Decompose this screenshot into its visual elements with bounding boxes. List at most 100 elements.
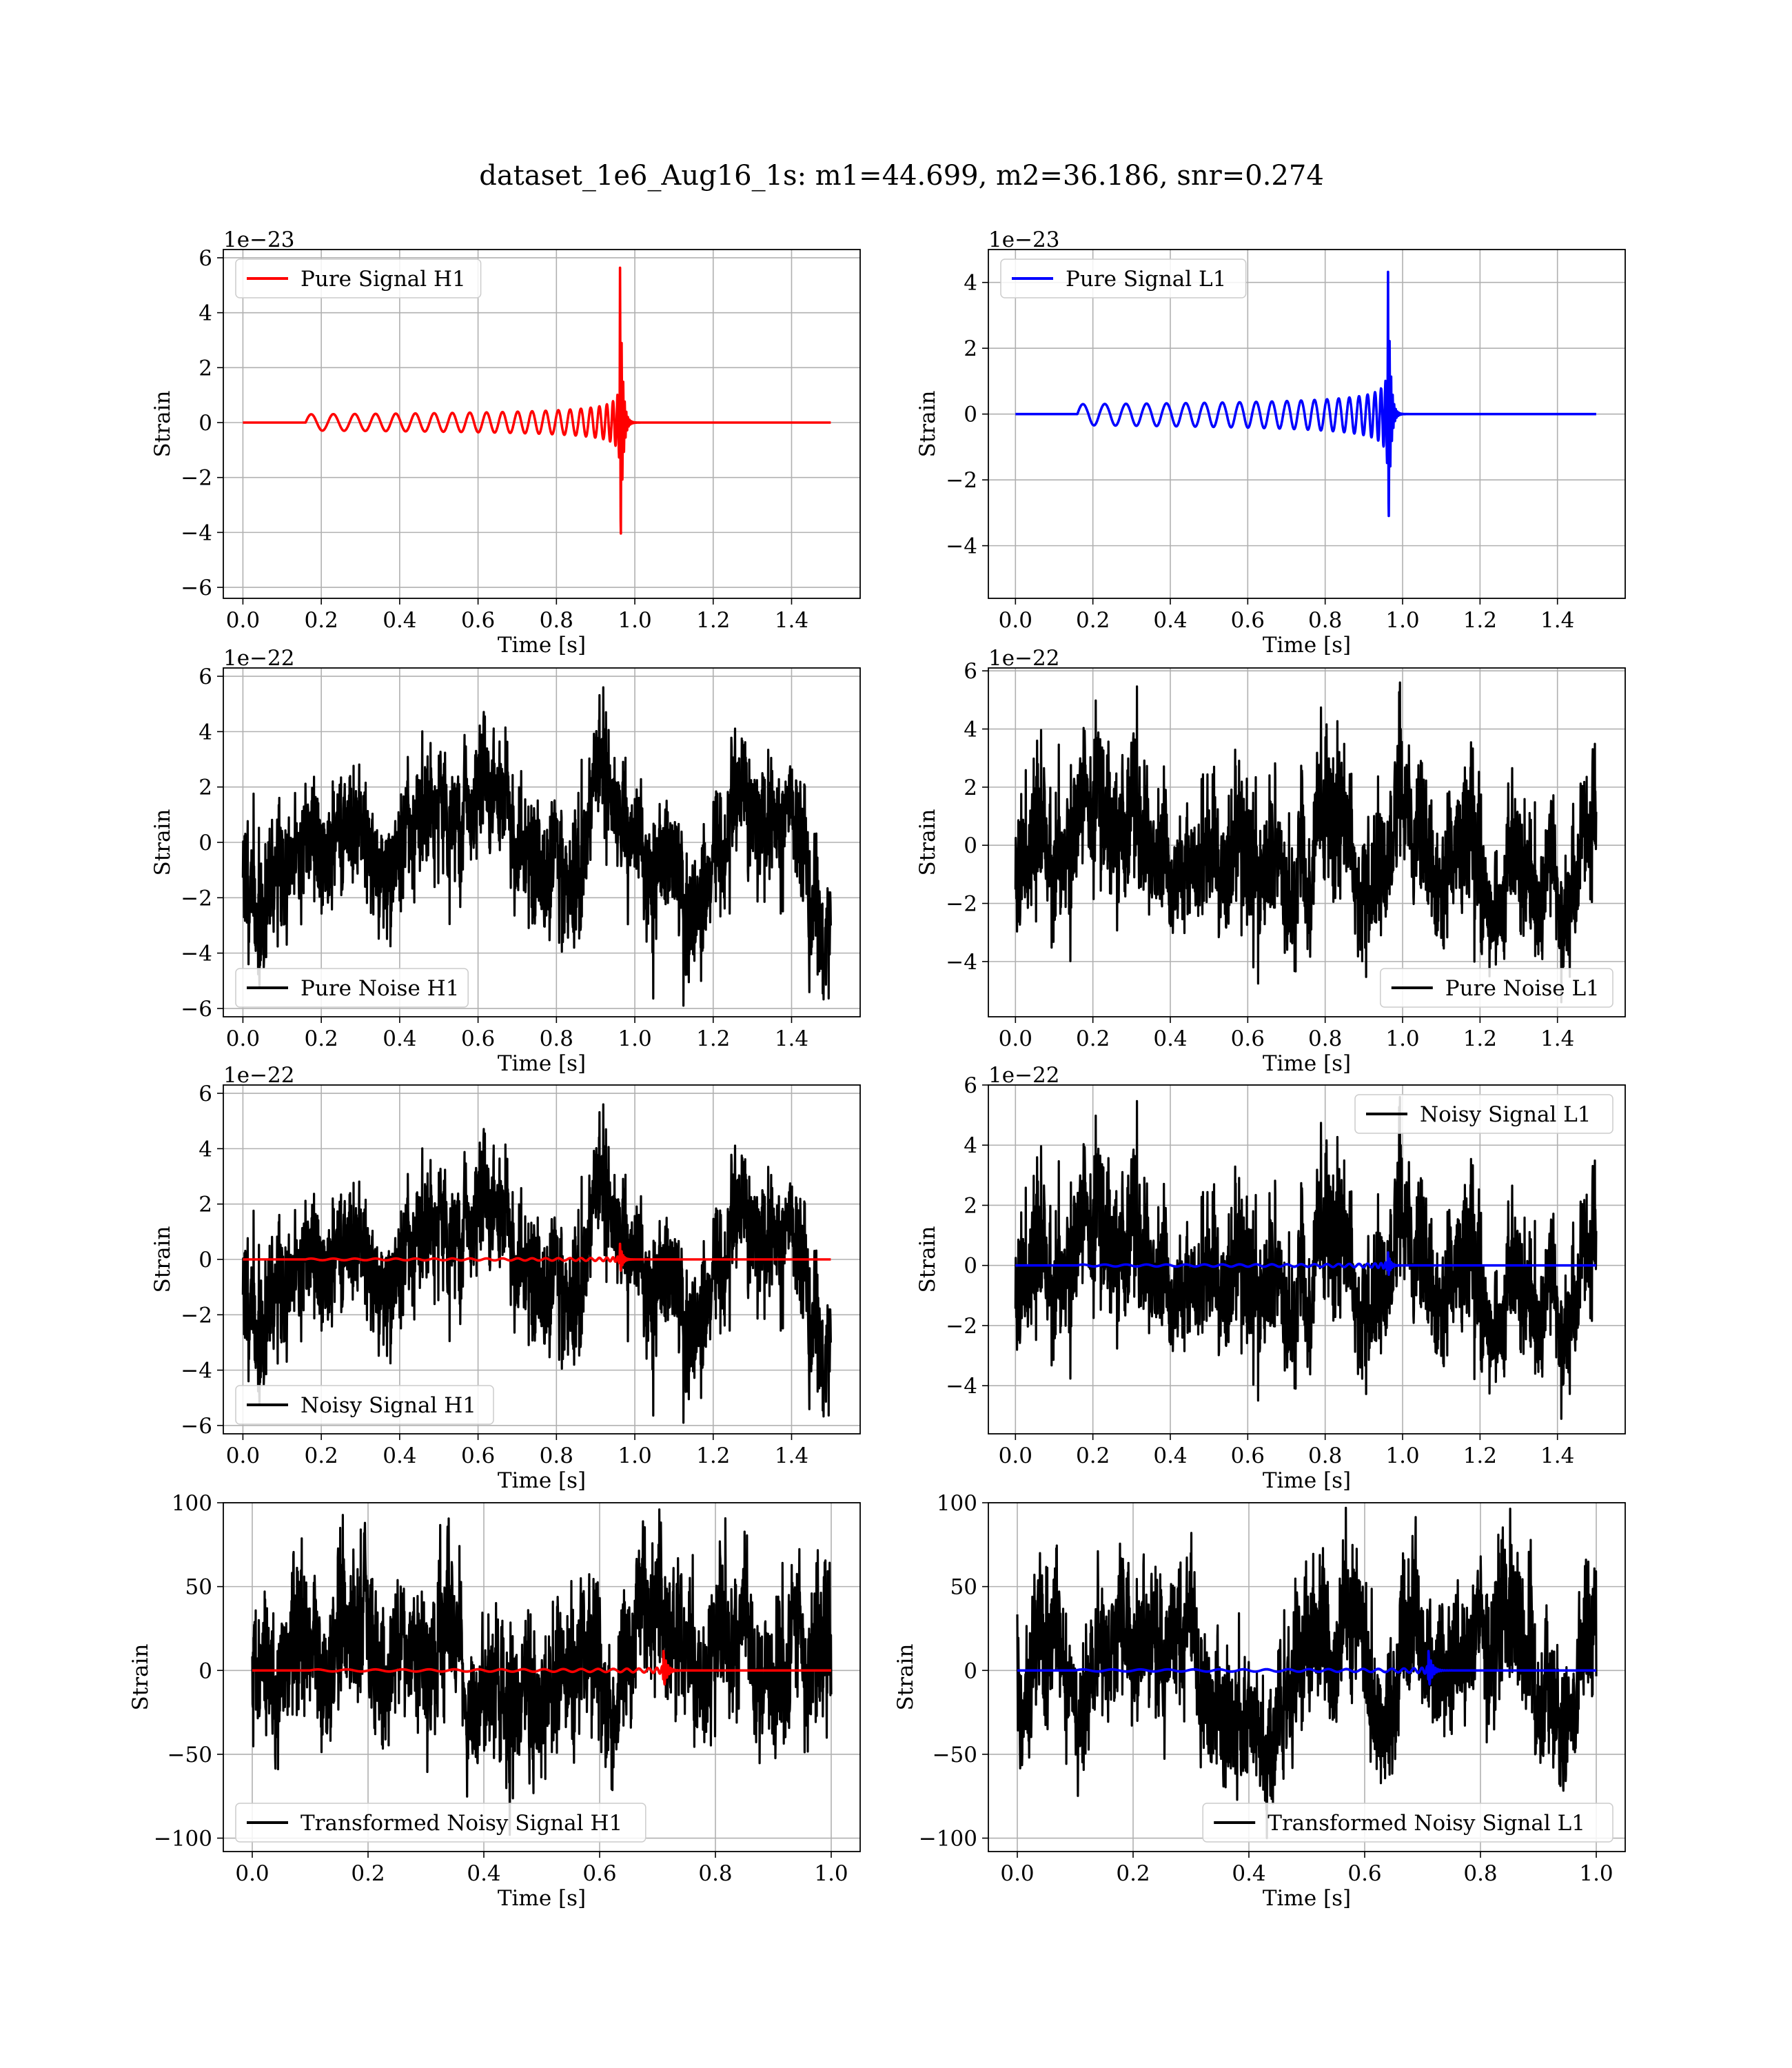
x-axis-label: Time [s] <box>498 1051 586 1076</box>
noise-series-line <box>1016 1506 1598 1840</box>
x-tick-label: 0.6 <box>1231 1026 1265 1051</box>
x-axis-label: Time [s] <box>498 633 586 658</box>
y-tick-label: −50 <box>167 1743 212 1767</box>
series-group <box>241 266 832 535</box>
y-tick-label: −100 <box>919 1827 977 1852</box>
signal-series-line <box>1014 1251 1598 1276</box>
x-tick-label: 0.4 <box>1153 1443 1187 1468</box>
x-tick-label: 0.8 <box>1308 608 1342 633</box>
x-tick-label: 0.4 <box>1232 1861 1265 1886</box>
x-tick-label: 0.8 <box>540 1443 573 1468</box>
signal-series-line <box>1014 270 1598 518</box>
signal-series-line <box>1016 1650 1598 1686</box>
panel-pure-signal-h1: 0.0 0.2 0.4 0.6 0.8 1.0 1.2 1.4 −6 −4 −2 0 2 4 6 Time [… <box>150 227 861 658</box>
y-tick-label: 4 <box>198 720 212 744</box>
panel-noisy-signal-h1: 0.0 0.2 0.4 0.6 0.8 1.0 1.2 1.4 −6 −4 −2 0 2 4 6 Time [… <box>150 1063 861 1493</box>
x-tick-label: 1.0 <box>618 608 651 633</box>
y-tick-label: −2 <box>946 468 977 493</box>
legend: Pure Signal H1 <box>235 258 482 298</box>
y-tick-label: 0 <box>198 1248 212 1273</box>
x-tick-label: 0.4 <box>1153 1026 1187 1051</box>
y-tick-label: −50 <box>933 1743 977 1767</box>
x-tick-label: 1.0 <box>1385 608 1419 633</box>
x-axis-label: Time [s] <box>1263 1051 1351 1076</box>
y-tick-label: 2 <box>964 1193 977 1218</box>
x-axis-label: Time [s] <box>498 1886 586 1911</box>
x-tick-label: 0.4 <box>383 608 416 633</box>
x-tick-label: 0.6 <box>461 608 495 633</box>
y-tick-label: 0 <box>964 833 977 858</box>
legend: Pure Noise H1 <box>235 968 469 1008</box>
y-offset-text: 1e−22 <box>988 1063 1060 1088</box>
y-axis-label: Strain <box>915 391 940 458</box>
x-tick-label: 0.0 <box>226 1026 260 1051</box>
y-offset-text: 1e−22 <box>988 646 1060 671</box>
x-tick-label: 0.6 <box>1347 1861 1381 1886</box>
panel-transformed-noisy-signal-l1: 0.0 0.2 0.4 0.6 0.8 1.0 −100 −50 0 50 100 Time [s] S… <box>893 1491 1626 1911</box>
x-tick-label: 1.4 <box>1540 608 1574 633</box>
noise-series-line <box>241 1103 832 1424</box>
y-tick-label: 2 <box>198 1193 212 1217</box>
y-tick-label: 4 <box>198 1137 212 1162</box>
y-tick-label: 2 <box>198 776 212 800</box>
x-tick-label: 0.2 <box>304 1443 338 1468</box>
x-tick-label: 0.6 <box>461 1026 495 1051</box>
x-tick-label: 0.0 <box>1000 1861 1034 1886</box>
y-tick-label: −4 <box>181 942 212 966</box>
x-tick-label: 0.6 <box>461 1443 495 1468</box>
panel-pure-noise-h1: 0.0 0.2 0.4 0.6 0.8 1.0 1.2 1.4 −6 −4 −2 0 2 4 6 Time [… <box>150 646 861 1076</box>
y-tick-label: 0 <box>964 403 977 427</box>
legend-box <box>1000 258 1247 298</box>
x-tick-label: 1.2 <box>696 608 730 633</box>
signal-series-line <box>241 266 832 535</box>
x-tick-label: 0.2 <box>304 608 338 633</box>
legend-label: Noisy Signal L1 <box>1420 1102 1591 1127</box>
legend-box <box>235 1385 494 1425</box>
y-tick-label: −6 <box>181 997 212 1022</box>
x-tick-label: 0.8 <box>540 1026 573 1051</box>
y-tick-label: −4 <box>946 534 977 559</box>
legend-label: Transformed Noisy Signal H1 <box>301 1811 622 1836</box>
legend: Noisy Signal L1 <box>1354 1094 1613 1134</box>
x-tick-label: 0.6 <box>582 1861 616 1886</box>
x-tick-label: 1.4 <box>775 1026 808 1051</box>
x-tick-label: 0.0 <box>999 608 1032 633</box>
x-tick-label: 0.2 <box>1076 1443 1110 1468</box>
x-tick-label: 1.4 <box>775 1443 808 1468</box>
x-tick-label: 1.0 <box>1579 1861 1613 1886</box>
legend: Noisy Signal H1 <box>235 1385 494 1425</box>
y-tick-label: −2 <box>946 1314 977 1339</box>
noise-series-line <box>1014 1095 1598 1420</box>
x-tick-label: 0.6 <box>1231 608 1265 633</box>
x-tick-label: 0.0 <box>999 1026 1032 1051</box>
x-tick-label: 0.4 <box>1153 608 1187 633</box>
axes-frame <box>223 249 861 599</box>
legend-label: Pure Signal H1 <box>301 267 466 292</box>
x-tick-label: 0.4 <box>383 1026 416 1051</box>
x-tick-label: 1.0 <box>1385 1026 1419 1051</box>
y-axis-label: Strain <box>128 1644 153 1711</box>
x-tick-label: 0.8 <box>698 1861 732 1886</box>
x-tick-label: 0.2 <box>304 1026 338 1051</box>
y-axis-label: Strain <box>150 1226 175 1293</box>
y-offset-text: 1e−23 <box>223 227 295 252</box>
series-group <box>1014 270 1598 518</box>
x-tick-label: 1.2 <box>696 1443 730 1468</box>
series-group <box>1014 681 1598 1004</box>
legend-label: Pure Noise H1 <box>301 976 459 1001</box>
x-tick-label: 0.8 <box>1463 1861 1497 1886</box>
y-tick-label: 6 <box>198 665 212 689</box>
y-tick-label: 4 <box>964 271 977 296</box>
axes-frame <box>223 1502 861 1852</box>
axes-frame <box>988 1502 1626 1852</box>
y-tick-label: 4 <box>198 301 212 326</box>
x-tick-label: 1.0 <box>618 1026 651 1051</box>
x-tick-label: 0.8 <box>1308 1026 1342 1051</box>
grid <box>988 250 1625 598</box>
noise-series-line <box>241 686 832 1007</box>
x-tick-label: 1.0 <box>1385 1443 1419 1468</box>
y-tick-label: 2 <box>198 356 212 381</box>
panel-pure-noise-l1: 0.0 0.2 0.4 0.6 0.8 1.0 1.2 1.4 −4 −2 0 2 4 6 Time [s]… <box>915 646 1626 1076</box>
panel-pure-signal-l1: 0.0 0.2 0.4 0.6 0.8 1.0 1.2 1.4 −4 −2 0 2 4 Time [s] S… <box>915 227 1626 658</box>
